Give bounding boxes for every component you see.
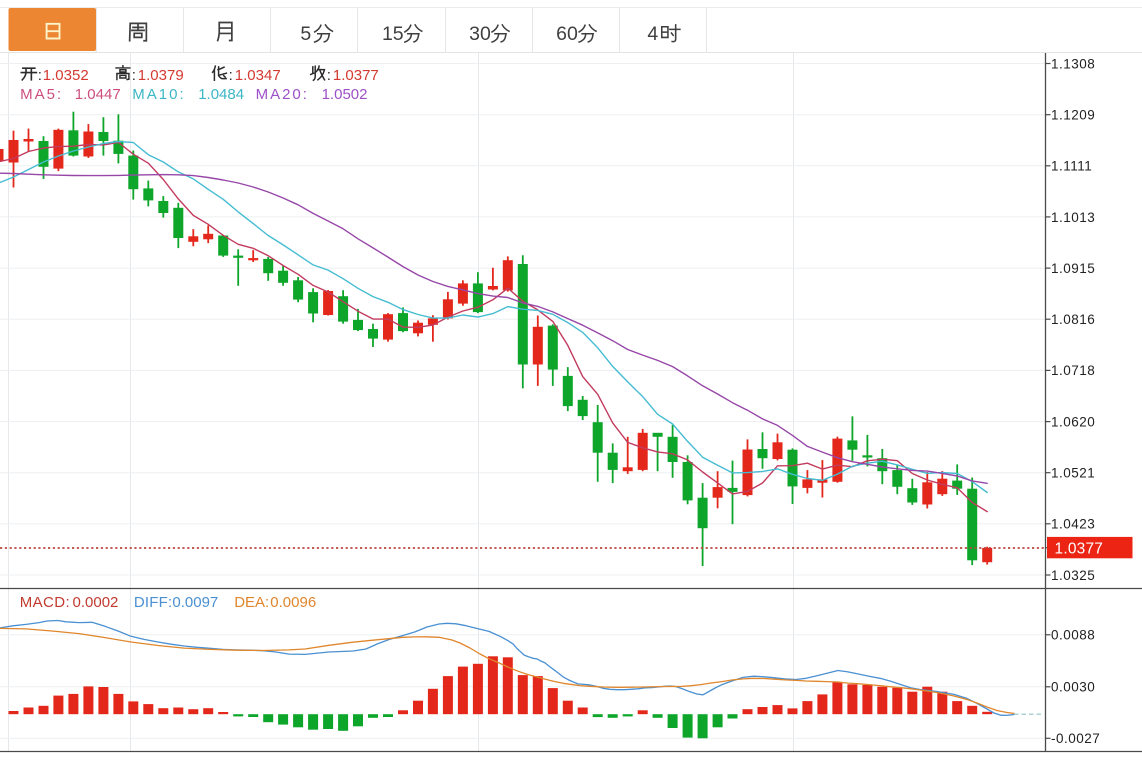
svg-text:1.0352: 1.0352 <box>43 67 89 84</box>
svg-text:15: 15 <box>382 23 404 45</box>
svg-text:1.0377: 1.0377 <box>333 67 379 84</box>
svg-text:1.1308: 1.1308 <box>1051 56 1095 71</box>
svg-text:MA20:: MA20: <box>256 86 309 103</box>
svg-text:DIFF:: DIFF: <box>134 594 173 611</box>
svg-text::: : <box>229 67 233 84</box>
svg-text:1.1111: 1.1111 <box>1051 159 1092 174</box>
svg-text:1.1209: 1.1209 <box>1051 108 1095 123</box>
svg-text:1.1013: 1.1013 <box>1051 210 1095 225</box>
svg-text:0.0096: 0.0096 <box>270 594 316 611</box>
svg-text:DEA:: DEA: <box>234 594 269 611</box>
svg-text:1.0521: 1.0521 <box>1051 466 1095 481</box>
svg-text:1.0484: 1.0484 <box>198 86 244 103</box>
svg-text:0.0030: 0.0030 <box>1051 680 1095 695</box>
svg-text:-0.0027: -0.0027 <box>1051 731 1100 746</box>
svg-text::: : <box>132 67 136 84</box>
svg-text:0.0088: 0.0088 <box>1051 628 1095 643</box>
svg-text:1.0620: 1.0620 <box>1051 414 1095 429</box>
svg-text:MA10:: MA10: <box>132 86 185 103</box>
svg-text:0.0097: 0.0097 <box>172 594 218 611</box>
svg-text:MACD:: MACD: <box>20 594 70 611</box>
svg-text:4: 4 <box>647 23 658 45</box>
svg-text:1.0423: 1.0423 <box>1051 517 1095 532</box>
svg-text:1.0325: 1.0325 <box>1051 568 1095 583</box>
svg-text::: : <box>38 67 42 84</box>
svg-text:MA5:: MA5: <box>20 86 63 103</box>
svg-text:1.0718: 1.0718 <box>1051 363 1095 378</box>
svg-text:5: 5 <box>300 23 311 45</box>
svg-text:1.0502: 1.0502 <box>322 86 368 103</box>
svg-text:0.0002: 0.0002 <box>73 594 119 611</box>
svg-text:30: 30 <box>469 23 491 45</box>
svg-text:1.0915: 1.0915 <box>1051 261 1095 276</box>
svg-text:1.0347: 1.0347 <box>235 67 281 84</box>
svg-text:1.0816: 1.0816 <box>1051 312 1095 327</box>
svg-text:1.0377: 1.0377 <box>1055 541 1104 558</box>
svg-text:1.0447: 1.0447 <box>75 86 121 103</box>
svg-text:1.0379: 1.0379 <box>138 67 184 84</box>
svg-text:60: 60 <box>556 23 578 45</box>
svg-text::: : <box>327 67 331 84</box>
